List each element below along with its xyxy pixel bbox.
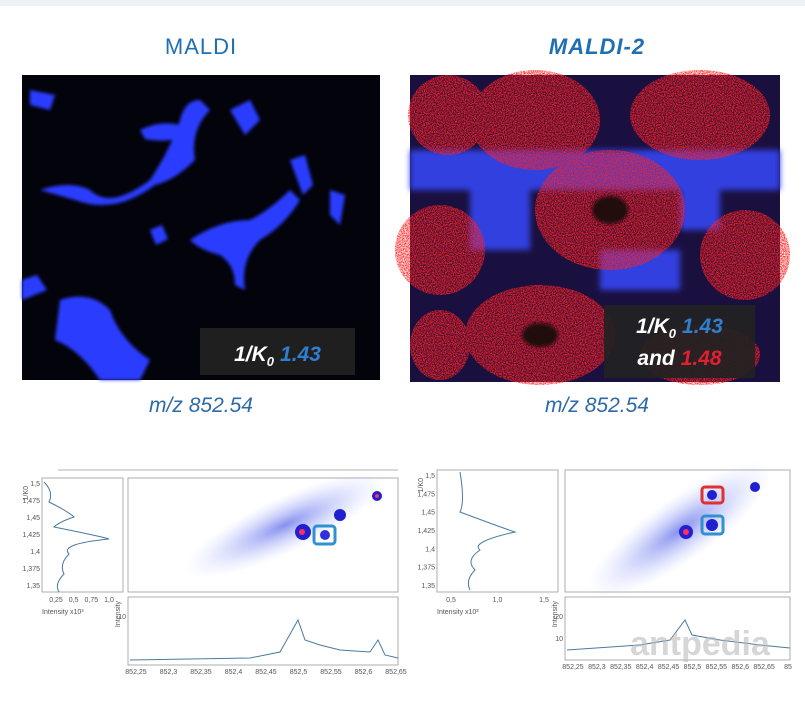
- badge-sub: 0: [267, 354, 275, 369]
- y-tick-label: 1,35: [421, 583, 435, 590]
- x-tick-label: 85: [784, 664, 792, 671]
- y-tick-label: 1,375: [417, 565, 435, 572]
- top-bar: [0, 0, 805, 6]
- y-tick-label: 1,35: [26, 583, 40, 590]
- bottom-tick-label: 20: [555, 614, 563, 621]
- intensity-label: Intensity x10³: [437, 609, 479, 616]
- badge-value: 1.43: [682, 315, 723, 338]
- bottom-tick-label: 10: [555, 636, 563, 643]
- y-tick-label: 1,5: [425, 473, 435, 480]
- watermark: antpedia: [630, 625, 771, 663]
- y-tick-label: 1,475: [417, 491, 435, 498]
- badge-value2: 1.48: [681, 347, 722, 370]
- y-tick-label: 1,375: [22, 566, 40, 573]
- y-tick-label: 1,425: [417, 528, 435, 535]
- bottom-tick-label: 10: [118, 614, 126, 621]
- badge-prefix: 1/K: [234, 343, 269, 366]
- x-tick-label: 852,6: [731, 664, 749, 671]
- x-tick-label: 852,65: [753, 664, 775, 671]
- x-tick-label: 852,35: [610, 664, 632, 671]
- intensity-label: Intensity x10³: [42, 609, 84, 616]
- y-tick-label: 1,425: [22, 532, 40, 539]
- y-tick-label: 1,4: [30, 549, 40, 556]
- y-tick-label: 1,475: [22, 498, 40, 505]
- x-tick-label: 852,5: [684, 664, 702, 671]
- x-tick-label: 852,4: [225, 669, 243, 676]
- intensity-tick-label: 1,0: [493, 597, 503, 604]
- x-tick-label: 852,5: [290, 669, 308, 676]
- x-tick-label: 852,25: [562, 664, 584, 671]
- badge-value: 1.43: [280, 343, 321, 366]
- y-tick-label: 1,4: [425, 546, 435, 553]
- panel-title: MALDI-2: [549, 34, 645, 59]
- badge-sub: 0: [669, 326, 677, 341]
- intensity-tick-label: 1,5: [539, 597, 549, 604]
- y-tick-label: 1,5: [30, 481, 40, 488]
- intensity-tick-label: 0,5: [69, 597, 79, 604]
- x-tick-label: 852,3: [160, 669, 178, 676]
- badge: [200, 328, 355, 375]
- y-tick-label: 1,45: [26, 515, 40, 522]
- x-tick-label: 852,45: [255, 669, 277, 676]
- x-tick-label: 852,6: [355, 669, 373, 676]
- bottom-axis-label: Intensity: [552, 601, 559, 628]
- x-tick-label: 852,35: [190, 669, 212, 676]
- x-tick-label: 852,45: [658, 664, 680, 671]
- panel-title: MALDI: [165, 34, 237, 59]
- x-tick-label: 852,55: [320, 669, 342, 676]
- x-tick-label: 852,3: [588, 664, 606, 671]
- heatmaps: [184, 461, 772, 599]
- y-axis-label: 1/K0: [418, 478, 425, 493]
- x-tick-label: 852,4: [636, 664, 654, 671]
- badge: [604, 305, 755, 378]
- x-tick-label: 852,65: [385, 669, 407, 676]
- bottom-axis-label: Intensity: [115, 601, 122, 628]
- badge-text: and 1.48: [637, 347, 722, 370]
- badge-prefix: 1/K: [636, 315, 671, 338]
- intensity-tick-label: 0,5: [446, 597, 456, 604]
- x-tick-label: 852,25: [125, 669, 147, 676]
- x-tick-label: 852,55: [706, 664, 728, 671]
- intensity-tick-label: 1,0: [104, 597, 114, 604]
- profiles: [43, 471, 791, 661]
- y-tick-label: 1,45: [421, 510, 435, 517]
- y-axis-label: 1/K0: [23, 486, 30, 501]
- mz-label: m/z 852.54: [545, 394, 649, 417]
- mz-label: m/z 852.54: [149, 394, 253, 417]
- badge-text: 1/K0 1.43: [636, 315, 723, 341]
- intensity-tick-label: 0,25: [49, 597, 63, 604]
- badge-text: 1/K0 1.43: [234, 343, 321, 369]
- badge-joiner: and: [637, 347, 676, 370]
- intensity-tick-label: 0,75: [85, 597, 99, 604]
- plot-frames: [41, 469, 791, 666]
